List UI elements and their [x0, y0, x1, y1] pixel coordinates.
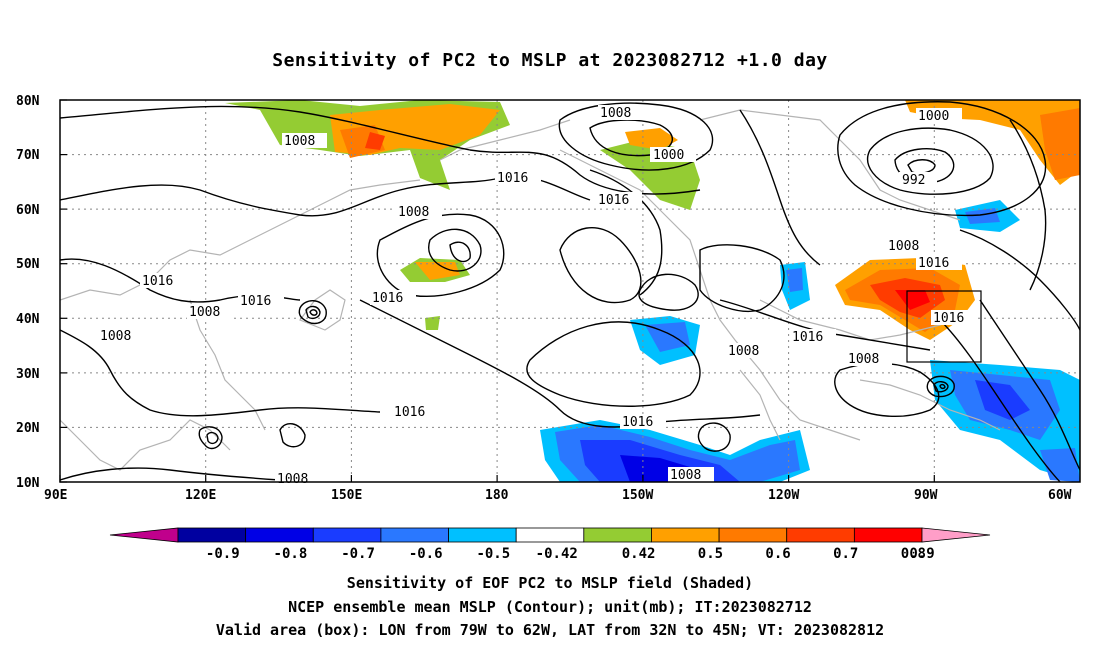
map-frame — [59, 99, 1081, 483]
lon-axis: 90E 120E 150E 180 150W 120W 90W 60W — [44, 488, 1072, 503]
colorbar-swatch — [380, 527, 449, 543]
colorbar-label: -0.8 — [274, 546, 308, 562]
lat-axis: 80N 70N 60N 50N 40N 30N 20N 10N — [16, 94, 40, 491]
shaded-sensitivity — [225, 100, 1080, 482]
colorbar-swatch — [245, 527, 314, 543]
contour-label: 1016 — [394, 405, 425, 420]
chart-title: Sensitivity of PC2 to MSLP at 2023082712… — [272, 50, 828, 71]
contour-label: 992 — [902, 173, 925, 188]
lat-tick-label: 80N — [16, 94, 40, 109]
lat-tick-label: 30N — [16, 367, 40, 382]
contour-label: 1008 — [670, 468, 701, 483]
colorbar-label: -0.5 — [476, 546, 510, 562]
colorbar-swatch — [448, 527, 517, 543]
contour-label: 1008 — [284, 134, 315, 149]
colorbar-swatch — [177, 527, 247, 543]
contour-label: 1000 — [918, 109, 949, 124]
colorbar-label: 0.9 — [909, 546, 934, 562]
contour-label: 1008 — [600, 106, 631, 121]
colorbar-label: -0.9 — [206, 546, 240, 562]
contour-label: 1016 — [142, 274, 173, 289]
contour-label: 1008 — [100, 329, 131, 344]
contour-label: 1016 — [598, 193, 629, 208]
valid-area-box — [906, 290, 982, 363]
coastlines — [60, 109, 1001, 471]
lat-tick-label: 60N — [16, 203, 40, 218]
footer-line-2: NCEP ensemble mean MSLP (Contour); unit(… — [288, 598, 812, 616]
axis-ticks — [59, 99, 935, 483]
footer-line-3: Valid area (box): LON from 79W to 62W, L… — [215, 621, 885, 639]
lon-tick-label: 150E — [331, 488, 362, 503]
lon-tick-label: 180 — [485, 488, 509, 503]
footer-line-1: Sensitivity of EOF PC2 to MSLP field (Sh… — [346, 574, 754, 592]
contour-label: 1016 — [240, 294, 271, 309]
lat-tick-label: 70N — [16, 148, 40, 163]
colorbar: -0.9 -0.8 -0.7 -0.6 -0.5 -0.42 0.42 0.5 0.6 0.7 0.… — [109, 527, 991, 562]
lon-tick-label: 120E — [185, 488, 216, 503]
contour-label: 1016 — [622, 415, 653, 430]
colorbar-label: 0.42 — [622, 546, 656, 562]
colorbar-label: -0.42 — [536, 546, 578, 562]
contour-label: 1016 — [497, 171, 528, 186]
mslp-contours — [60, 101, 1080, 482]
colorbar-high-end — [921, 527, 991, 543]
contour-label: 1016 — [918, 256, 949, 271]
lon-tick-label: 120W — [768, 488, 799, 503]
colorbar-swatch — [515, 527, 585, 543]
contour-label: 1008 — [848, 352, 879, 367]
contour-label: 1008 — [398, 205, 429, 220]
colorbar-swatch — [853, 527, 923, 543]
lat-tick-label: 50N — [16, 257, 40, 272]
lon-tick-label: 90E — [44, 488, 67, 503]
contour-label: 1008 — [888, 239, 919, 254]
colorbar-label: -0.7 — [341, 546, 375, 562]
lat-tick-label: 40N — [16, 312, 40, 327]
colorbar-label: 0.7 — [833, 546, 858, 562]
lon-tick-label: 60W — [1048, 488, 1072, 503]
colorbar-swatch — [312, 527, 382, 543]
colorbar-swatch — [718, 527, 788, 543]
colorbar-low-end — [109, 527, 179, 543]
contour-label: 1008 — [277, 472, 308, 487]
colorbar-label: 0.5 — [698, 546, 723, 562]
lat-tick-label: 20N — [16, 421, 40, 436]
contour-label: 1000 — [653, 148, 684, 163]
contour-label: 1008 — [189, 305, 220, 320]
contour-label: 1016 — [933, 311, 964, 326]
colorbar-label: 0.6 — [765, 546, 790, 562]
colorbar-swatch — [583, 527, 652, 543]
lon-tick-label: 90W — [914, 488, 938, 503]
contour-label: 1008 — [728, 344, 759, 359]
lon-tick-label: 150W — [622, 488, 653, 503]
colorbar-label: -0.6 — [409, 546, 443, 562]
colorbar-swatch — [786, 527, 855, 543]
colorbar-label: 0.8 — [901, 546, 926, 562]
lat-tick-label: 10N — [16, 476, 40, 491]
contour-label-group: 1008 1008 1000 992 1016 1016 1008 1016 1… — [98, 105, 977, 487]
colorbar-swatch — [651, 527, 720, 543]
contour-label: 1016 — [792, 330, 823, 345]
contour-label: 1016 — [372, 291, 403, 306]
